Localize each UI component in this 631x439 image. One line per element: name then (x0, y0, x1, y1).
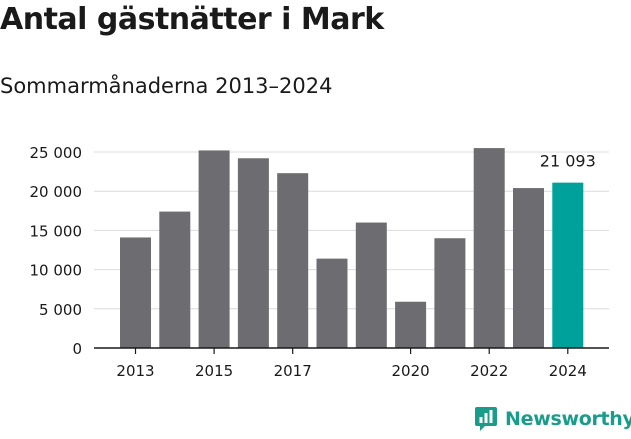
bar (316, 258, 348, 348)
bar (277, 173, 309, 348)
x-tick-label: 2020 (392, 362, 430, 380)
x-tick-label: 2013 (116, 362, 154, 380)
x-tick-label: 2017 (274, 362, 312, 380)
bar (473, 148, 505, 348)
bar (355, 222, 387, 348)
x-tick-label: 2024 (549, 362, 587, 380)
bar (159, 211, 191, 348)
bar (552, 182, 584, 348)
y-tick-label: 20 000 (30, 183, 83, 201)
y-tick-label: 25 000 (30, 144, 83, 162)
bar (237, 158, 269, 348)
bar (395, 301, 427, 348)
newsworthy-logo-icon (475, 407, 497, 431)
x-tick-label: 2022 (470, 362, 508, 380)
y-tick-label: 15 000 (30, 222, 83, 240)
bar (120, 237, 151, 348)
chart-title: Antal gästnätter i Mark (0, 2, 384, 37)
data-label: 21 093 (540, 152, 596, 171)
x-tick-label: 2015 (195, 362, 233, 380)
chart-subtitle: Sommarmånaderna 2013–2024 (0, 74, 333, 98)
bar (198, 150, 230, 348)
newsworthy-logo: Newsworthy (474, 406, 631, 432)
y-tick-label: 10 000 (30, 262, 83, 280)
bar (513, 188, 544, 348)
bar (434, 238, 466, 348)
y-tick-label: 5 000 (39, 301, 82, 319)
newsworthy-brand-name: Newsworthy (505, 408, 631, 430)
y-tick-label: 0 (72, 340, 82, 358)
